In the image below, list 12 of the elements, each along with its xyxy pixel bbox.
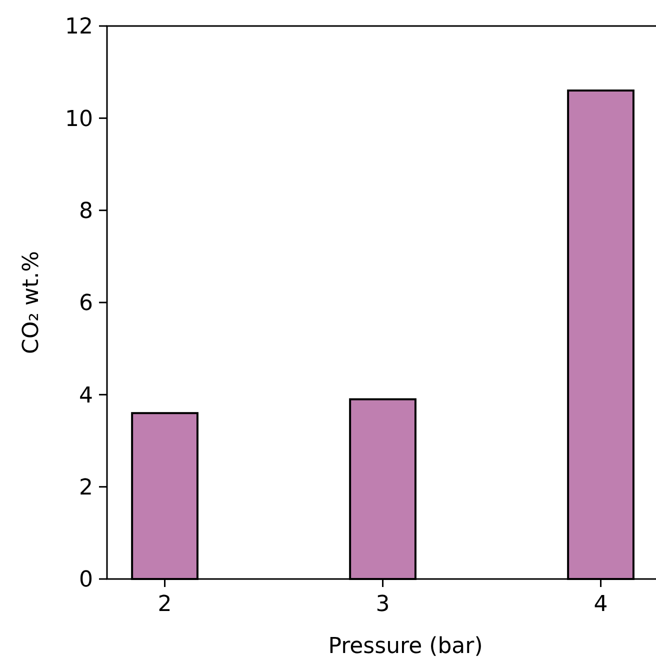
x-axis-title: Pressure (bar) [328,634,483,659]
y-tick-label: 0 [79,568,93,593]
x-tick-label: 2 [158,592,172,617]
y-tick-label: 6 [79,291,93,316]
x-tick-label: 3 [376,592,390,617]
y-tick-label: 10 [65,106,93,132]
x-tick-label: 4 [594,592,608,617]
y-axis-title: CO₂ wt.% [19,250,44,354]
y-tick-label: 12 [65,14,93,40]
y-tick-label: 8 [79,199,93,224]
y-tick-label: 2 [79,476,93,501]
y-tick-label: 4 [79,383,93,408]
